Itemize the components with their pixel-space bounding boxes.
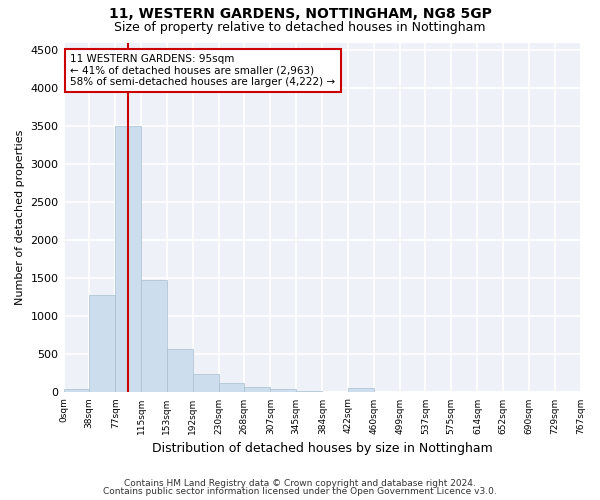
Bar <box>115 126 141 392</box>
Y-axis label: Number of detached properties: Number of detached properties <box>15 130 25 305</box>
Bar <box>89 295 115 392</box>
Bar <box>167 348 193 393</box>
Bar <box>218 382 244 392</box>
X-axis label: Distribution of detached houses by size in Nottingham: Distribution of detached houses by size … <box>152 442 493 455</box>
Text: Size of property relative to detached houses in Nottingham: Size of property relative to detached ho… <box>114 21 486 34</box>
Text: Contains public sector information licensed under the Open Government Licence v3: Contains public sector information licen… <box>103 487 497 496</box>
Text: Contains HM Land Registry data © Crown copyright and database right 2024.: Contains HM Land Registry data © Crown c… <box>124 478 476 488</box>
Text: 11, WESTERN GARDENS, NOTTINGHAM, NG8 5GP: 11, WESTERN GARDENS, NOTTINGHAM, NG8 5GP <box>109 8 491 22</box>
Bar <box>141 280 167 392</box>
Bar <box>64 388 89 392</box>
Text: 11 WESTERN GARDENS: 95sqm
← 41% of detached houses are smaller (2,963)
58% of se: 11 WESTERN GARDENS: 95sqm ← 41% of detac… <box>70 54 335 87</box>
Bar <box>348 388 374 392</box>
Bar <box>244 386 271 392</box>
Bar <box>193 374 218 392</box>
Bar <box>271 388 296 392</box>
